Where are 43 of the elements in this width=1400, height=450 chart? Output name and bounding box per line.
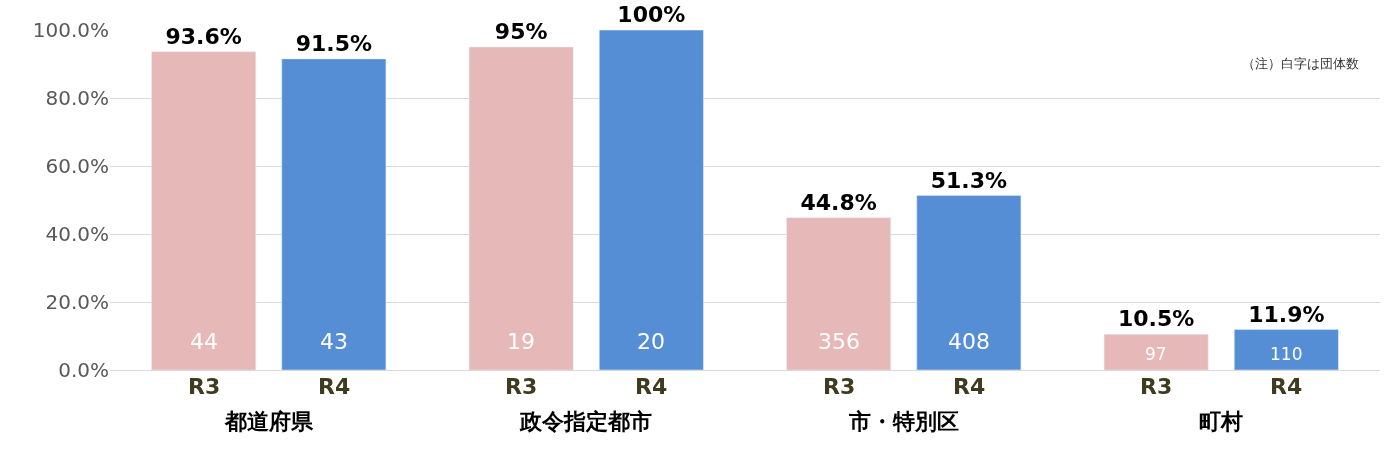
- bar: [599, 30, 704, 370]
- y-tick-label: 40.0%: [45, 222, 109, 246]
- series-label: R3: [188, 374, 221, 399]
- bar: [468, 46, 574, 370]
- annotation: 356: [818, 329, 860, 354]
- bar: [281, 58, 387, 370]
- text: R4: [953, 374, 986, 399]
- data-label: 44.8%: [800, 189, 877, 215]
- data-label: 93.6%: [165, 23, 242, 49]
- x-tick-label: 都道府県: [223, 409, 314, 435]
- data-label: 11.9%: [1248, 301, 1325, 327]
- data-label: 91.5%: [295, 30, 372, 56]
- text: R4: [1270, 374, 1303, 399]
- annotation: 97: [1145, 344, 1167, 364]
- y-tick-label: 80.0%: [45, 86, 109, 110]
- y-tick-label: 0.0%: [58, 358, 109, 382]
- bar: [1234, 329, 1339, 370]
- bar: [916, 195, 1022, 370]
- x-tick-label: 市・特別区: [847, 409, 959, 435]
- annotation: 110: [1270, 344, 1303, 364]
- x-tick-label: 町村: [1199, 409, 1244, 435]
- annotation: 408: [948, 329, 990, 354]
- bar: [151, 51, 256, 370]
- text: R3: [823, 374, 856, 399]
- bar: [786, 217, 891, 370]
- y-tick-label: 100.0%: [32, 18, 109, 42]
- annotation: 20: [637, 329, 665, 354]
- y-tick-label: 20.0%: [45, 290, 109, 314]
- y-tick-label: 60.0%: [45, 154, 109, 178]
- text: R3: [505, 374, 538, 399]
- series-label: R4: [318, 374, 351, 399]
- bar: [1103, 334, 1209, 370]
- data-label: 100%: [617, 2, 686, 27]
- annotation: 44: [190, 329, 218, 354]
- data-label: 95%: [494, 19, 548, 44]
- data-label: 10.5%: [1118, 306, 1195, 332]
- text: R3: [1140, 374, 1173, 399]
- data-label: 51.3%: [930, 167, 1007, 193]
- text: R4: [635, 374, 668, 399]
- x-tick-label: 政令指定都市: [519, 409, 653, 435]
- annotation: （注）白字は団体数: [1242, 56, 1359, 71]
- annotation: 43: [320, 329, 348, 354]
- annotation: 19: [507, 329, 535, 354]
